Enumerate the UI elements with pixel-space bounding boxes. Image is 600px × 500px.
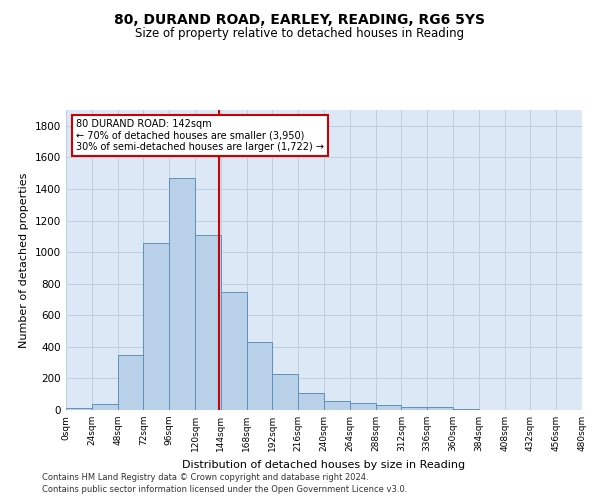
Bar — [324, 402, 350, 410]
Bar — [350, 403, 376, 410]
Bar — [195, 234, 221, 410]
Bar — [247, 342, 272, 410]
Bar — [118, 354, 143, 410]
Bar — [376, 406, 401, 410]
X-axis label: Distribution of detached houses by size in Reading: Distribution of detached houses by size … — [182, 460, 466, 469]
Bar — [453, 408, 479, 410]
Bar — [92, 404, 118, 410]
Bar — [143, 242, 169, 410]
Y-axis label: Number of detached properties: Number of detached properties — [19, 172, 29, 348]
Bar — [298, 392, 324, 410]
Text: 80 DURAND ROAD: 142sqm
← 70% of detached houses are smaller (3,950)
30% of semi-: 80 DURAND ROAD: 142sqm ← 70% of detached… — [76, 119, 325, 152]
Bar — [221, 292, 247, 410]
Bar — [272, 374, 298, 410]
Text: 80, DURAND ROAD, EARLEY, READING, RG6 5YS: 80, DURAND ROAD, EARLEY, READING, RG6 5Y… — [115, 12, 485, 26]
Bar — [169, 178, 195, 410]
Text: Contains public sector information licensed under the Open Government Licence v3: Contains public sector information licen… — [42, 485, 407, 494]
Bar — [427, 407, 453, 410]
Text: Size of property relative to detached houses in Reading: Size of property relative to detached ho… — [136, 28, 464, 40]
Text: Contains HM Land Registry data © Crown copyright and database right 2024.: Contains HM Land Registry data © Crown c… — [42, 472, 368, 482]
Bar — [66, 408, 92, 410]
Bar — [401, 407, 427, 410]
